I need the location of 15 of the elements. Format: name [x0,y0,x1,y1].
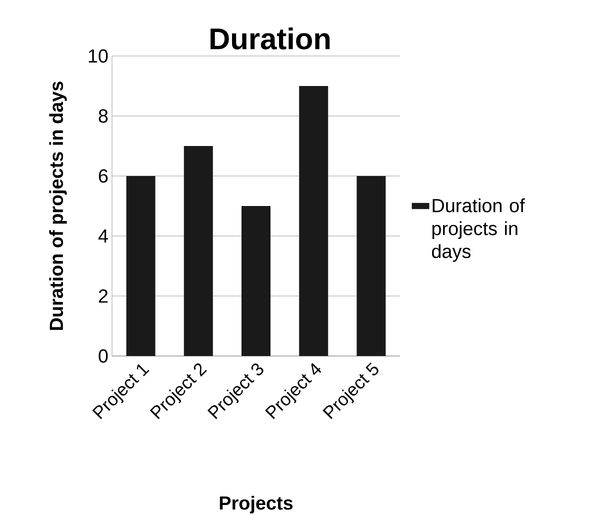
y-tick-label: 4 [98,229,108,243]
bar [126,176,156,356]
y-tick-label: 0 [98,349,108,363]
y-tick-label: 10 [88,49,108,63]
legend-label: Duration of projects in days [432,198,525,262]
y-tick-label: 2 [98,289,108,303]
bar [242,206,270,356]
x-axis-title: Projects [220,496,293,514]
y-axis-title: Duration of projects in days [49,82,67,330]
bar [299,86,328,356]
chart-title: Duration [210,28,330,50]
bar [356,176,386,356]
y-tick-label: 6 [98,169,108,183]
bar [184,146,213,356]
y-tick-label: 8 [98,109,108,123]
